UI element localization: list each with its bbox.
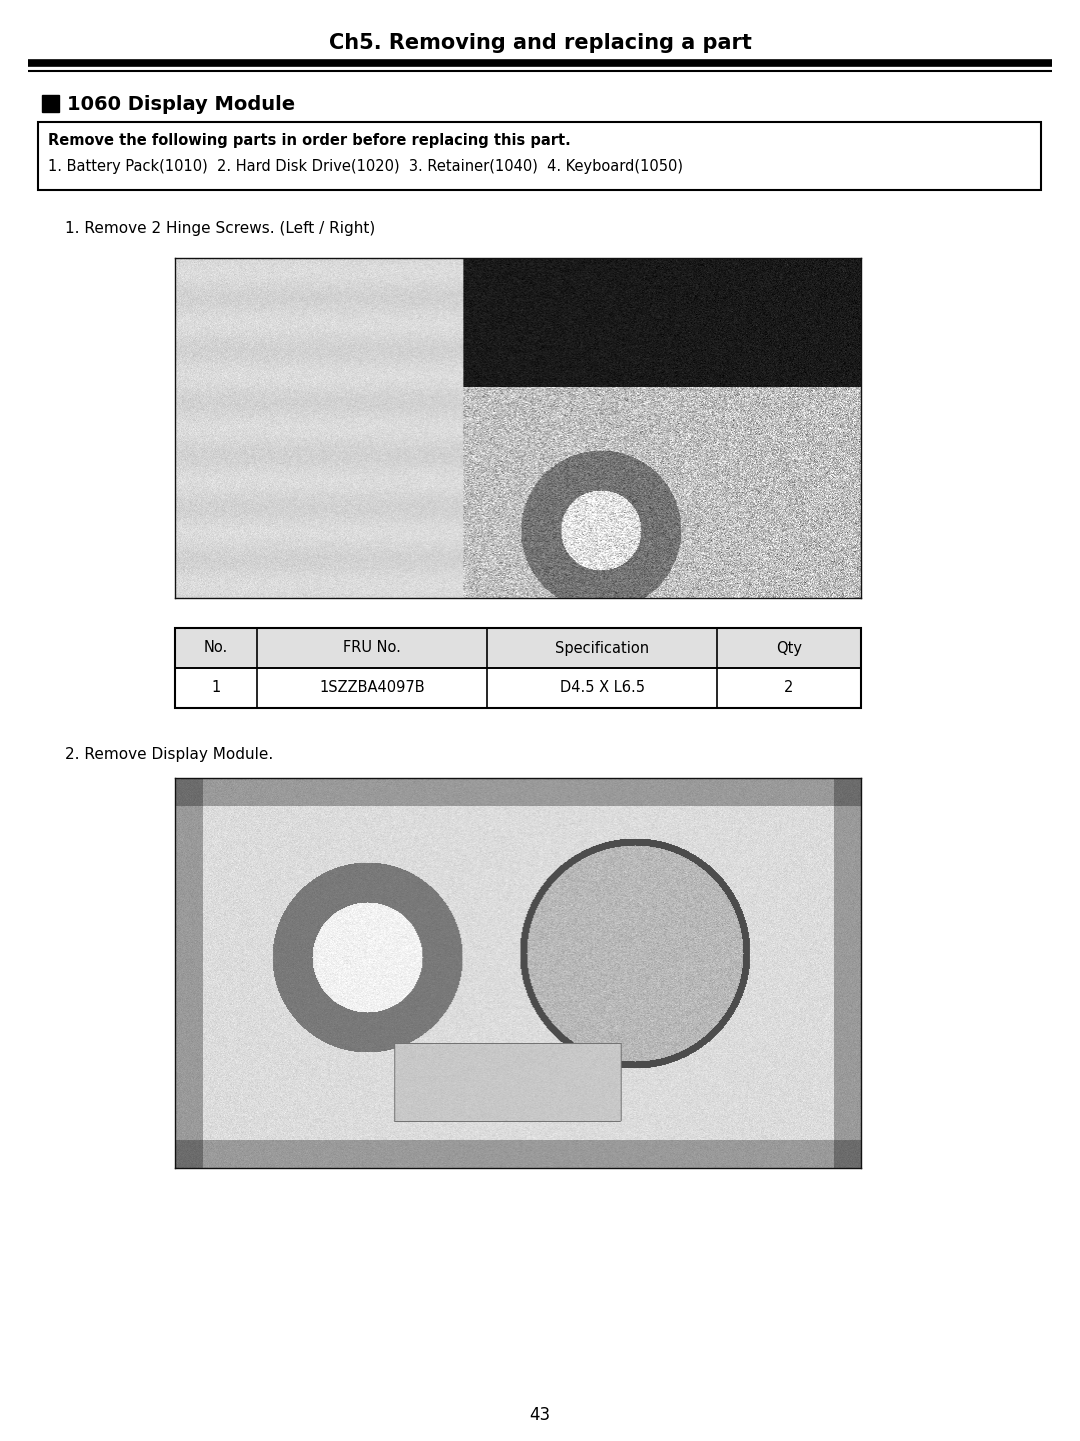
Text: 2. Remove Display Module.: 2. Remove Display Module. xyxy=(65,748,273,762)
Bar xyxy=(175,628,861,708)
Text: Remove the following parts in order before replacing this part.: Remove the following parts in order befo… xyxy=(48,134,570,148)
Text: 1SZZBA4097B: 1SZZBA4097B xyxy=(320,680,424,696)
Text: D4.5 X L6.5: D4.5 X L6.5 xyxy=(559,680,645,696)
Bar xyxy=(42,95,59,112)
Bar xyxy=(175,628,861,669)
Text: 1: 1 xyxy=(212,680,220,696)
Text: Ch5. Removing and replacing a part: Ch5. Removing and replacing a part xyxy=(328,33,752,53)
Text: Specification: Specification xyxy=(555,640,649,656)
Text: 1060 Display Module: 1060 Display Module xyxy=(67,95,295,114)
Bar xyxy=(175,669,861,708)
Text: 2: 2 xyxy=(784,680,794,696)
Text: FRU No.: FRU No. xyxy=(343,640,401,656)
Bar xyxy=(175,628,861,669)
Text: Qty: Qty xyxy=(777,640,802,656)
Text: 1. Remove 2 Hinge Screws. (Left / Right): 1. Remove 2 Hinge Screws. (Left / Right) xyxy=(65,220,375,235)
Bar xyxy=(38,122,1041,190)
Text: 1. Battery Pack(1010)  2. Hard Disk Drive(1020)  3. Retainer(1040)  4. Keyboard(: 1. Battery Pack(1010) 2. Hard Disk Drive… xyxy=(48,160,683,174)
Text: No.: No. xyxy=(204,640,228,656)
Text: 43: 43 xyxy=(529,1406,551,1424)
